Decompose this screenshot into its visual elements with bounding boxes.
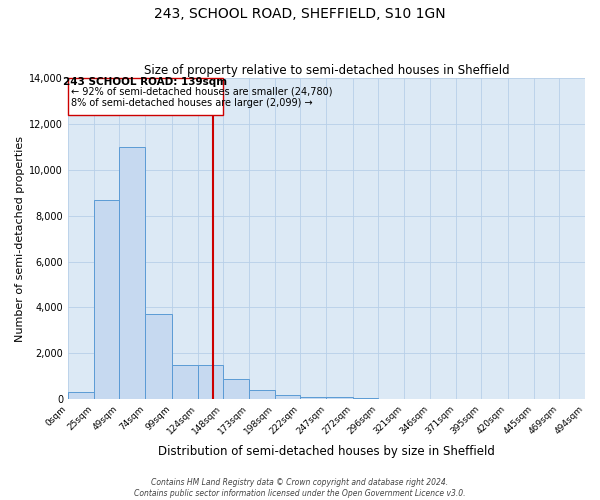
Text: Contains HM Land Registry data © Crown copyright and database right 2024.
Contai: Contains HM Land Registry data © Crown c… — [134, 478, 466, 498]
Bar — [68, 392, 94, 399]
Bar — [249, 390, 275, 399]
Bar — [300, 397, 326, 399]
Bar — [119, 147, 145, 399]
Text: ← 92% of semi-detached houses are smaller (24,780): ← 92% of semi-detached houses are smalle… — [71, 86, 332, 97]
Bar — [172, 365, 198, 399]
Text: 8% of semi-detached houses are larger (2,099) →: 8% of semi-detached houses are larger (2… — [71, 98, 313, 108]
Bar — [353, 398, 378, 399]
Title: Size of property relative to semi-detached houses in Sheffield: Size of property relative to semi-detach… — [143, 64, 509, 77]
Bar — [326, 397, 353, 399]
Bar — [223, 378, 249, 399]
Bar — [198, 365, 223, 399]
Bar — [94, 200, 119, 399]
X-axis label: Distribution of semi-detached houses by size in Sheffield: Distribution of semi-detached houses by … — [158, 444, 495, 458]
Bar — [275, 394, 300, 399]
FancyBboxPatch shape — [68, 78, 223, 115]
Text: 243 SCHOOL ROAD: 139sqm: 243 SCHOOL ROAD: 139sqm — [64, 78, 227, 88]
Text: 243, SCHOOL ROAD, SHEFFIELD, S10 1GN: 243, SCHOOL ROAD, SHEFFIELD, S10 1GN — [154, 8, 446, 22]
Y-axis label: Number of semi-detached properties: Number of semi-detached properties — [15, 136, 25, 342]
Bar — [145, 314, 172, 399]
